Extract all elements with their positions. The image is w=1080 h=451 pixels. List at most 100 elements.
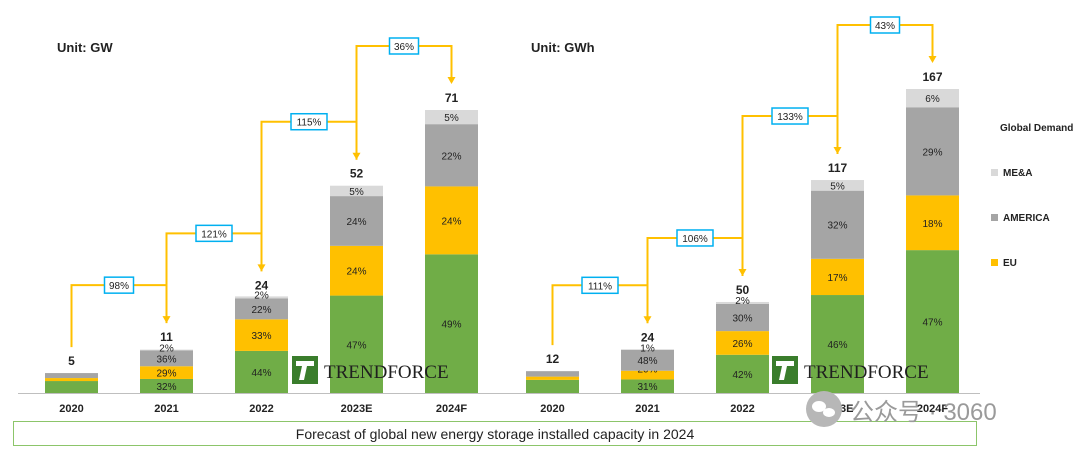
segment-label: 30%: [732, 313, 752, 324]
bar-segment-green: [906, 250, 959, 393]
x-tick-label: 2022: [249, 403, 273, 415]
x-tick-label: 2024F: [436, 403, 467, 415]
segment-label: 31%: [637, 382, 657, 393]
growth-rate-box: [771, 107, 809, 125]
segment-label: 2%: [159, 344, 174, 355]
bar-segment-green: [140, 378, 193, 393]
caption-text: Forecast of global new energy storage in…: [295, 425, 695, 442]
x-tick-label: 2023E: [341, 403, 373, 415]
segment-label: 18%: [922, 219, 942, 230]
figure-caption: Forecast of global new energy storage in…: [13, 421, 977, 446]
segment-label: 17%: [827, 273, 847, 284]
x-tick-label: 2022: [730, 403, 754, 415]
growth-rate-box: [290, 112, 328, 131]
segment-label: 47%: [346, 340, 366, 351]
bar-segment-mea: [716, 301, 769, 304]
bar-segment-mea: [330, 185, 383, 197]
growth-connector: [551, 284, 649, 346]
segment-label: 2%: [254, 290, 269, 301]
bar-segment-eu: [621, 370, 674, 380]
bar-total-label: 12: [546, 352, 560, 366]
growth-rate-box: [869, 16, 901, 34]
unit-label: Unit: GWh: [531, 40, 595, 55]
bar-segment-mea: [235, 296, 288, 299]
bar-segment-eu: [906, 195, 959, 251]
bar-segment-america: [716, 303, 769, 332]
bar-segment-green: [425, 254, 478, 393]
bar-segment-america: [140, 350, 193, 367]
growth-rate-label: 106%: [682, 234, 708, 245]
x-tick-label: 2021: [635, 403, 659, 415]
bar-segment-eu: [526, 376, 579, 380]
growth-arrowhead: [928, 56, 937, 63]
segment-label: 48%: [637, 356, 657, 367]
watermark-text: 公众号 · 3060: [850, 398, 997, 426]
bar-total-label: 24: [641, 330, 655, 344]
unit-label: Unit: GW: [57, 40, 113, 55]
bar-segment-green: [526, 379, 579, 393]
bar-segment-america: [621, 349, 674, 371]
x-tick-label: 2021: [154, 403, 178, 415]
growth-rate-label: 115%: [297, 118, 322, 129]
growth-arrowhead: [447, 77, 456, 84]
segment-label: 5%: [444, 113, 459, 124]
bar-segment-mea: [425, 110, 478, 125]
growth-rate-box: [103, 276, 135, 294]
bar-total-label: 5: [68, 354, 75, 368]
legend-label: EU: [1003, 258, 1017, 269]
bar-total-label: 50: [736, 283, 750, 297]
bar-segment-eu: [330, 245, 383, 296]
growth-rate-label: 36%: [394, 42, 414, 53]
bar-segment-mea: [140, 349, 193, 351]
segment-label: 2%: [735, 296, 750, 307]
x-tick-label: 2020: [59, 403, 83, 415]
segment-label: 24%: [441, 216, 461, 227]
segment-label: 42%: [732, 370, 752, 381]
bar-segment-green: [811, 295, 864, 393]
growth-rate-box: [676, 229, 714, 247]
bar-segment-america: [45, 373, 98, 379]
bar-segment-mea: [906, 89, 959, 108]
wechat-icon: [806, 391, 842, 427]
bar-segment-eu: [140, 366, 193, 379]
legend-label: ME&A: [1003, 168, 1032, 179]
segment-label: 1%: [640, 343, 655, 354]
bar-segment-america: [526, 371, 579, 377]
segment-label: 22%: [251, 305, 271, 316]
segment-label: 5%: [830, 181, 845, 192]
legend-title: Global Demand: [1000, 123, 1073, 134]
legend-swatch: [991, 169, 998, 176]
bar-segment-america: [906, 107, 959, 196]
segment-label: 29%: [156, 369, 176, 380]
segment-label: 29%: [922, 147, 942, 158]
bar-segment-america: [811, 190, 864, 259]
segment-label: 47%: [922, 318, 942, 329]
segment-label: 49%: [441, 320, 461, 331]
trendforce-logo-glyph: [296, 361, 314, 380]
trendforce-logo-text: TRENDFORCE: [804, 362, 929, 383]
bar-segment-eu: [45, 378, 98, 382]
bar-segment-america: [425, 124, 478, 187]
trendforce-logo-text: TRENDFORCE: [324, 362, 449, 383]
growth-connector: [70, 284, 168, 348]
bar-total-label: 117: [828, 161, 848, 175]
bar-total-label: 24: [255, 278, 269, 292]
segment-label: 26%: [732, 339, 752, 350]
trendforce-logo-glyph: [776, 361, 794, 380]
legend-label: AMERICA: [1003, 213, 1050, 224]
x-tick-label: 2024F: [917, 403, 948, 415]
bar-total-label: 71: [445, 91, 459, 105]
bar-total-label: 52: [350, 167, 364, 181]
segment-label: 24%: [346, 267, 366, 278]
bar-segment-green: [621, 379, 674, 393]
growth-rate-label: 111%: [588, 281, 612, 292]
growth-rate-label: 133%: [777, 112, 803, 123]
bar-total-label: 167: [922, 70, 942, 84]
segment-label: 6%: [925, 94, 940, 105]
legend-swatch: [991, 214, 998, 221]
bar-segment-america: [330, 196, 383, 246]
segment-label: 5%: [349, 187, 364, 198]
segment-label: 46%: [827, 340, 847, 351]
growth-rate-box: [581, 276, 619, 295]
segment-label: 32%: [156, 382, 176, 393]
